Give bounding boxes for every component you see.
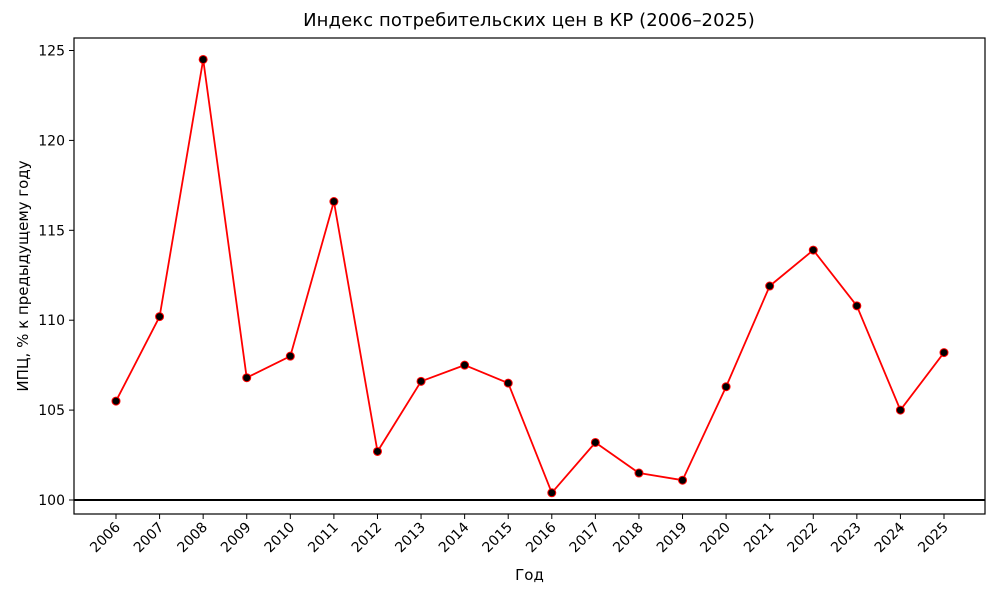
data-point-2021: [765, 281, 775, 291]
data-point-2013: [416, 376, 426, 386]
x-tick-label: 2010: [262, 520, 299, 557]
x-tick-label: 2024: [872, 519, 909, 556]
x-tick-label: 2011: [305, 520, 342, 557]
data-point-2014: [460, 360, 470, 370]
y-axis-ticks: 100 105 110 115 120 125: [38, 44, 74, 509]
data-point-2010: [285, 351, 295, 361]
data-point-2016: [547, 488, 557, 498]
y-tick-label: 115: [38, 223, 65, 239]
data-point-2006: [111, 396, 121, 406]
data-point-2007: [155, 312, 165, 322]
plot-area-frame: [73, 37, 986, 515]
data-point-2017: [590, 437, 600, 447]
data-point-2012: [372, 446, 382, 456]
x-tick-label: 2006: [87, 519, 124, 556]
data-point-2025: [939, 348, 949, 358]
x-axis-ticks: 2006 2007 2008 2009 2010 2011 2012 2013 2014 2015…: [87, 514, 952, 556]
x-tick-label: 2019: [654, 520, 691, 557]
cpi-line: [115, 58, 945, 494]
x-tick-label: 2021: [741, 520, 778, 557]
series-line: [115, 58, 945, 494]
data-point-2018: [634, 468, 644, 478]
data-point-2022: [808, 245, 818, 255]
data-point-2023: [852, 301, 862, 311]
x-tick-label: 2016: [523, 519, 560, 556]
x-tick-label: 2022: [785, 520, 822, 557]
y-tick-label: 105: [38, 403, 65, 419]
data-points: [111, 54, 949, 498]
x-tick-label: 2007: [131, 520, 168, 557]
data-point-2011: [329, 197, 339, 207]
y-tick-label: 120: [38, 133, 65, 149]
x-tick-label: 2018: [610, 520, 647, 557]
data-point-2015: [503, 378, 513, 388]
x-tick-label: 2013: [392, 520, 429, 557]
x-tick-label: 2008: [174, 520, 211, 557]
data-point-2008: [198, 54, 208, 64]
x-axis-label: Год: [515, 566, 544, 584]
y-tick-label: 100: [38, 493, 65, 509]
x-tick-label: 2009: [218, 520, 255, 557]
x-tick-label: 2012: [349, 520, 386, 557]
y-tick-label: 125: [38, 44, 65, 60]
data-point-2009: [242, 373, 252, 383]
x-tick-label: 2015: [480, 520, 517, 557]
x-tick-label: 2014: [436, 519, 473, 556]
data-point-2020: [721, 382, 731, 392]
x-tick-label: 2025: [915, 520, 952, 557]
data-point-2019: [678, 475, 688, 485]
data-point-2024: [895, 405, 905, 415]
x-tick-label: 2017: [567, 520, 604, 557]
x-tick-label: 2020: [697, 520, 734, 557]
chart-title: Индекс потребительских цен в КР (2006–20…: [303, 10, 755, 31]
y-tick-label: 110: [38, 313, 65, 329]
x-tick-label: 2023: [828, 520, 865, 557]
